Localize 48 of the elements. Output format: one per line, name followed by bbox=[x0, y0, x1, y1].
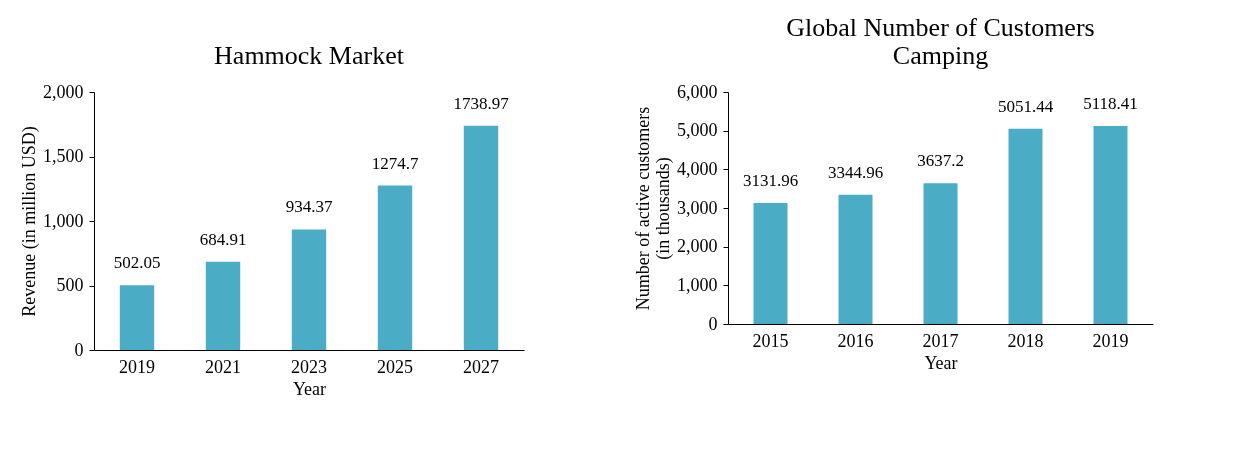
data-label: 3344.96 bbox=[827, 162, 884, 182]
x-tick-label: 2015 bbox=[752, 330, 789, 351]
x-tick-label: 2021 bbox=[205, 356, 241, 377]
y-tick-label: 500 bbox=[56, 275, 84, 295]
data-label: 3131.96 bbox=[742, 170, 799, 190]
y-tick-label: 0 bbox=[708, 313, 718, 334]
bar bbox=[463, 125, 499, 350]
y-tick-label: 1,000 bbox=[677, 274, 718, 295]
data-label: 1738.97 bbox=[453, 93, 510, 113]
x-tick-label: 2019 bbox=[119, 356, 155, 377]
bar bbox=[1008, 128, 1043, 324]
chart-title: Hammock Market bbox=[214, 41, 405, 70]
y-tick-label: 2,000 bbox=[43, 81, 84, 102]
x-tick-label: 2027 bbox=[463, 356, 499, 377]
data-label: 5118.41 bbox=[1083, 94, 1138, 114]
x-tick-label: 2017 bbox=[922, 330, 959, 351]
bar bbox=[923, 183, 958, 324]
x-tick-label: 2025 bbox=[377, 356, 413, 377]
data-label: 5051.44 bbox=[997, 96, 1054, 116]
data-label: 684.91 bbox=[199, 229, 247, 249]
data-label: 1274.7 bbox=[371, 153, 419, 173]
bar bbox=[291, 229, 327, 350]
data-label: 3637.2 bbox=[917, 151, 964, 171]
y-tick-label: 2,000 bbox=[677, 236, 718, 257]
chart-title: Global Number of Customers Camping bbox=[786, 13, 1095, 70]
bar bbox=[205, 261, 241, 350]
x-tick-label: 2023 bbox=[291, 356, 327, 377]
y-tick-label: 0 bbox=[74, 339, 84, 360]
y-tick-label: 6,000 bbox=[677, 81, 718, 102]
y-axis-title: Revenue (in million USD) bbox=[19, 126, 40, 317]
x-axis-title: Year bbox=[924, 352, 958, 373]
x-tick-label: 2019 bbox=[1092, 330, 1129, 351]
bar bbox=[377, 185, 413, 350]
bar bbox=[119, 285, 155, 350]
data-label: 934.37 bbox=[285, 197, 333, 217]
x-axis-title: Year bbox=[292, 378, 327, 399]
y-axis-title: Number of active customers (in thousands) bbox=[633, 106, 674, 311]
y-tick-label: 5,000 bbox=[677, 120, 718, 141]
y-tick-label: 3,000 bbox=[677, 197, 718, 218]
bar bbox=[1093, 126, 1128, 324]
y-tick-label: 1,000 bbox=[43, 210, 84, 231]
bar bbox=[838, 194, 873, 324]
x-tick-label: 2018 bbox=[1007, 330, 1044, 351]
y-tick-label: 4,000 bbox=[677, 158, 718, 179]
y-tick-label: 1,500 bbox=[43, 146, 84, 166]
bar bbox=[753, 202, 788, 324]
x-tick-label: 2016 bbox=[837, 330, 874, 351]
data-label: 502.05 bbox=[113, 253, 161, 273]
